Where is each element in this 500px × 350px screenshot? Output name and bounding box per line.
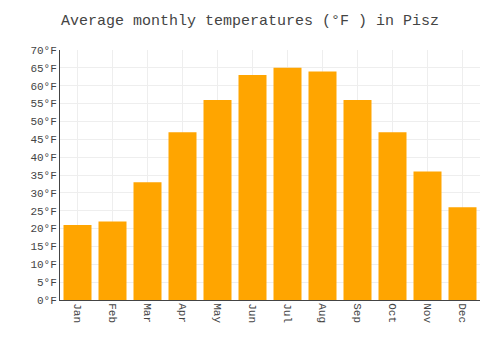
svg-text:40°F: 40°F (30, 152, 56, 164)
svg-text:50°F: 50°F (30, 116, 56, 128)
svg-text:35°F: 35°F (30, 170, 56, 182)
svg-text:30°F: 30°F (30, 188, 56, 200)
svg-text:Jan: Jan (71, 303, 83, 323)
svg-text:Jul: Jul (281, 303, 293, 323)
svg-text:25°F: 25°F (30, 206, 56, 218)
svg-text:Nov: Nov (421, 303, 433, 323)
svg-text:Sep: Sep (351, 303, 363, 323)
svg-text:Mar: Mar (141, 303, 153, 323)
svg-text:15°F: 15°F (30, 241, 56, 253)
svg-text:Feb: Feb (106, 303, 118, 323)
svg-text:10°F: 10°F (30, 259, 56, 271)
svg-text:Dec: Dec (456, 303, 468, 323)
svg-text:Average monthly temperatures (: Average monthly temperatures (°F ) in Pi… (61, 13, 439, 30)
svg-text:5°F: 5°F (37, 277, 57, 289)
svg-text:60°F: 60°F (30, 81, 56, 93)
svg-text:Jun: Jun (246, 303, 258, 323)
svg-text:May: May (211, 303, 223, 323)
svg-text:70°F: 70°F (30, 45, 56, 57)
svg-text:0°F: 0°F (37, 295, 57, 307)
svg-text:20°F: 20°F (30, 223, 56, 235)
svg-text:55°F: 55°F (30, 98, 56, 110)
svg-text:Oct: Oct (386, 303, 398, 323)
svg-text:Aug: Aug (316, 303, 328, 323)
svg-text:Apr: Apr (176, 303, 188, 323)
svg-text:65°F: 65°F (30, 63, 56, 75)
svg-text:45°F: 45°F (30, 134, 56, 146)
